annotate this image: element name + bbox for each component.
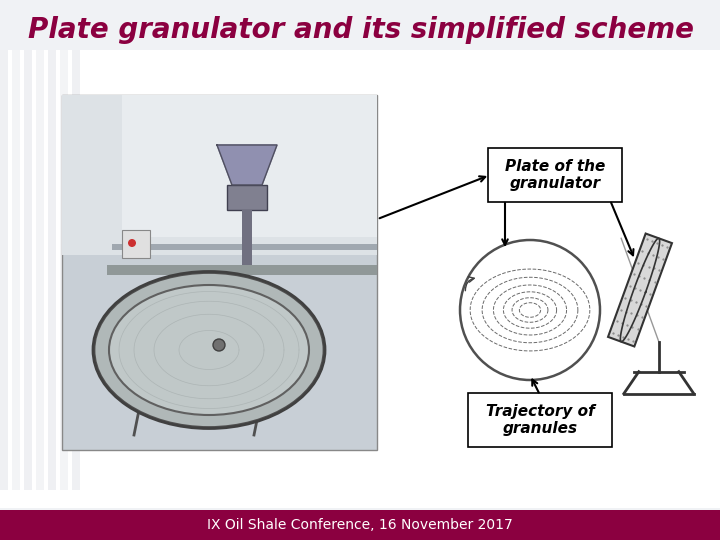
FancyBboxPatch shape (488, 148, 622, 202)
Bar (0, 50, 8, 490)
FancyBboxPatch shape (468, 393, 612, 447)
Bar (24, 50, 32, 490)
Circle shape (128, 239, 136, 247)
Bar (72, 50, 80, 490)
Bar (0, 510, 720, 540)
Bar (0, 50, 720, 508)
Text: Plate of the
granulator: Plate of the granulator (505, 159, 606, 191)
Bar (107, 265, 377, 275)
Ellipse shape (109, 285, 309, 415)
Polygon shape (217, 145, 277, 185)
Circle shape (213, 339, 225, 351)
Bar (112, 244, 377, 250)
Bar (60, 50, 68, 490)
Bar (48, 50, 56, 490)
Circle shape (460, 240, 600, 380)
Bar (122, 230, 150, 258)
Bar (62, 95, 377, 450)
Bar (12, 50, 20, 490)
Ellipse shape (94, 273, 324, 428)
Bar (62, 95, 377, 255)
Bar (122, 95, 377, 237)
Bar (227, 185, 267, 210)
Text: IX Oil Shale Conference, 16 November 2017: IX Oil Shale Conference, 16 November 201… (207, 518, 513, 532)
Text: Plate granulator and its simplified scheme: Plate granulator and its simplified sche… (28, 16, 694, 44)
Bar (36, 50, 44, 490)
Bar (242, 210, 252, 265)
Polygon shape (608, 233, 672, 347)
Text: Trajectory of
granules: Trajectory of granules (485, 404, 595, 436)
